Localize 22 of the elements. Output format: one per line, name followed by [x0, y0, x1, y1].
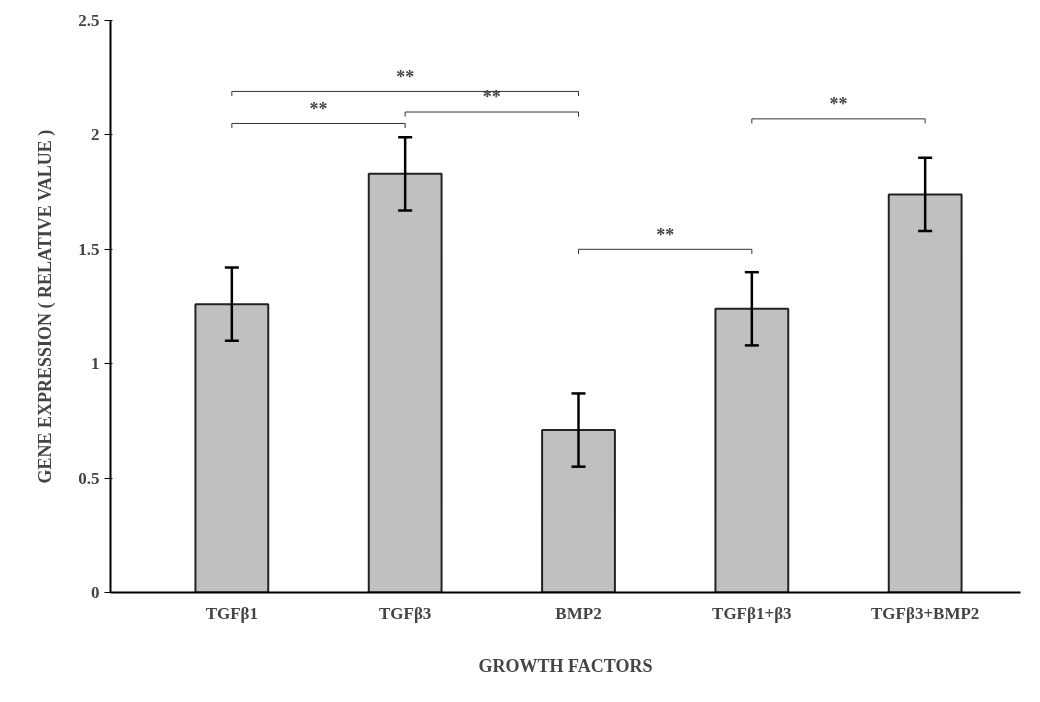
x-tick-label: TGFβ1+β3	[712, 603, 792, 623]
y-tick-label: 1.5	[78, 239, 100, 259]
bar	[714, 307, 790, 593]
y-tick-label: 2.5	[78, 11, 100, 30]
bar	[367, 172, 443, 593]
annotation: **	[829, 94, 848, 115]
y-tick-label: 2	[91, 125, 100, 145]
bar	[541, 429, 616, 593]
y-tick-label: 0	[91, 583, 100, 602]
y-tick-label: 1	[91, 354, 100, 374]
x-tick-label: TGFβ3	[378, 603, 432, 623]
x-tick-label: TGFβ1	[205, 603, 259, 623]
annotation: **	[656, 224, 675, 245]
bar	[887, 193, 963, 593]
x-tick-label: BMP2	[555, 603, 602, 623]
y-tick-label: 0.5	[78, 468, 100, 488]
bar	[194, 303, 270, 593]
x-axis-title: GROWTH FACTORS	[478, 655, 653, 676]
x-tick-label: TGFβ3+BMP2	[870, 603, 980, 623]
annotation: **	[396, 66, 415, 87]
annotation: **	[309, 98, 328, 119]
y-axis-title: GENE EXPRESSION ( RELATIVE VALUE )	[35, 129, 57, 484]
